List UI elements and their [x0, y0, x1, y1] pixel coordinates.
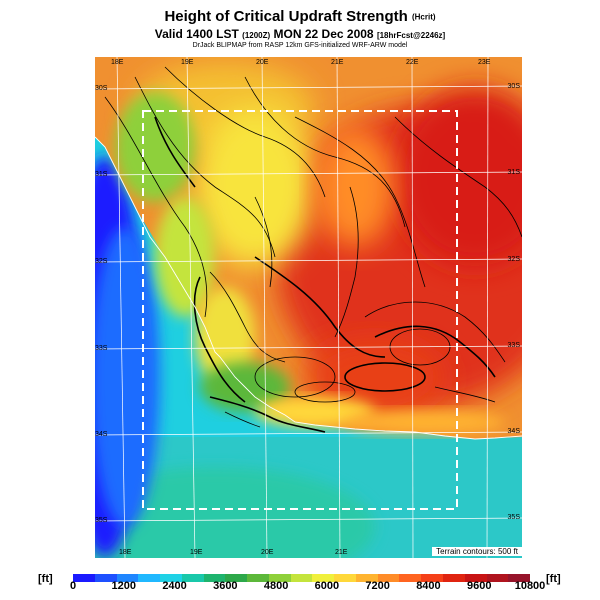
colorbar-swatch — [94, 574, 117, 582]
colorbar-tick-label: 1200 — [111, 580, 137, 592]
right-lat-label-35s: 35S — [507, 514, 520, 521]
bottom-lon-label-18e: 18E — [119, 549, 132, 556]
colorbar-swatch — [312, 574, 335, 582]
colorbar-swatch — [355, 574, 378, 582]
colorbar-swatch — [203, 574, 226, 582]
colorbar-swatch — [399, 574, 422, 582]
terrain-contours — [104, 66, 522, 433]
colorbar-swatch — [73, 574, 95, 582]
colorbar-swatch — [486, 574, 509, 582]
colorbar-unit-left: [ft] — [38, 573, 53, 585]
right-lat-label-33s: 33S — [507, 342, 520, 349]
colorbar-swatch — [421, 574, 444, 582]
colorbar-swatch — [138, 574, 161, 582]
graticule — [95, 57, 522, 558]
colorbar-swatch — [334, 574, 356, 582]
right-lat-label-34s: 34S — [507, 428, 520, 435]
map-canvas — [95, 57, 522, 558]
right-lat-label-30s: 30S — [507, 83, 520, 90]
colorbar-swatch — [508, 574, 531, 582]
top-lon-label-19e: 19E — [181, 59, 194, 66]
top-lon-label-23e: 23E — [478, 59, 491, 66]
colorbar-swatch — [377, 574, 400, 582]
colorbar-tick-label: 9600 — [466, 580, 492, 592]
colorbar-swatch — [290, 574, 313, 582]
left-lat-label-31s: 31S — [95, 171, 108, 178]
left-lat-label-30s: 30S — [95, 85, 108, 92]
top-lon-label-20e: 20E — [256, 59, 269, 66]
right-lat-label-31s: 31S — [507, 169, 520, 176]
colorbar-tick-label: 2400 — [162, 580, 187, 592]
colorbar — [73, 574, 531, 582]
bottom-lon-label-20e: 20E — [261, 549, 274, 556]
left-lat-label-34s: 34S — [95, 431, 108, 438]
colorbar-swatch — [268, 574, 291, 582]
top-lon-label-18e: 18E — [111, 59, 124, 66]
colorbar-tick-label: 7200 — [365, 580, 390, 592]
colorbar-swatch — [225, 574, 248, 582]
colorbar-tick-label: 8400 — [416, 580, 441, 592]
bottom-lon-label-21e: 21E — [335, 549, 348, 556]
left-lat-label-35s: 35S — [95, 517, 108, 524]
colorbar-swatch — [181, 574, 204, 582]
bottom-lon-label-19e: 19E — [190, 549, 203, 556]
forecast-map: 18E 19E 20E 21E 22E 23E 18E 19E 20E 21E … — [95, 57, 522, 558]
colorbar-tick-label: 6000 — [314, 580, 340, 592]
top-lon-label-21e: 21E — [331, 59, 344, 66]
colorbar-tick-label: 4800 — [263, 580, 289, 592]
left-lat-label-32s: 32S — [95, 258, 108, 265]
colorbar-unit-right: [ft] — [546, 573, 561, 585]
colorbar-tick-label: 10800 — [514, 580, 546, 592]
colorbar-tick-label: 3600 — [213, 580, 238, 592]
coastline — [95, 136, 522, 440]
left-lat-label-33s: 33S — [95, 345, 108, 352]
colorbar-swatch — [247, 574, 269, 582]
inner-domain-boundary — [142, 110, 458, 510]
colorbar-swatch — [116, 574, 139, 582]
model-description: DrJack BLIPMAP from RASP 12km GFS-initia… — [192, 42, 408, 49]
land-field — [95, 57, 522, 439]
colorbar-tick-label: 0 — [69, 580, 77, 592]
colorbar-swatch — [464, 574, 487, 582]
right-lat-label-32s: 32S — [507, 256, 520, 263]
colorbar-swatch — [443, 574, 465, 582]
terrain-contour-note: Terrain contours: 500 ft — [432, 547, 522, 556]
chart-title: Height of Critical Updraft Strength (Hcr… — [164, 8, 436, 25]
colorbar-swatch — [160, 574, 182, 582]
top-lon-label-22e: 22E — [406, 59, 419, 66]
valid-time-line: Valid 1400 LST (1200Z) MON 22 Dec 2008 [… — [154, 27, 446, 41]
